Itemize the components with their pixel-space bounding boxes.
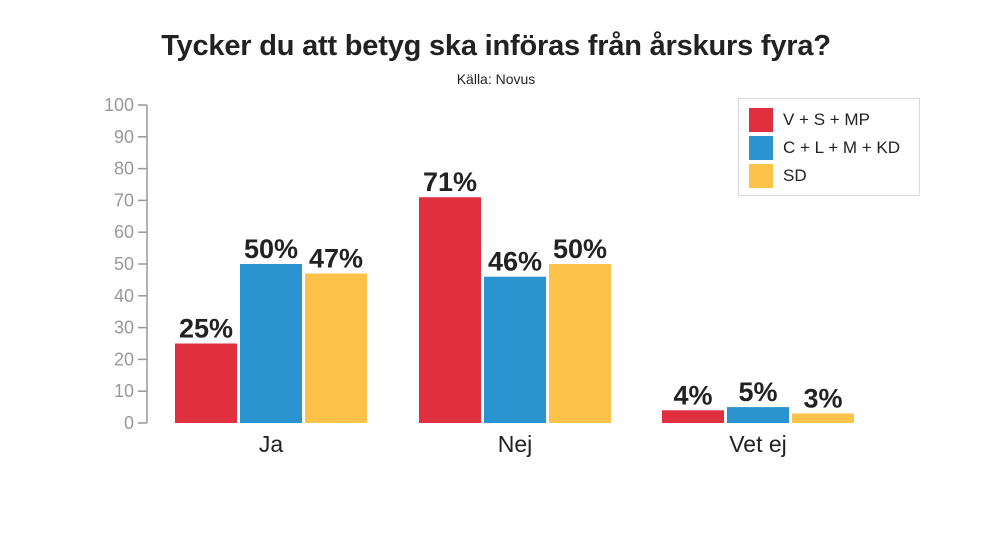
bar: [662, 410, 724, 423]
data-label: 4%: [673, 380, 712, 410]
legend: V + S + MP C + L + M + KD SD: [738, 98, 920, 196]
legend-item-v-s-mp: V + S + MP: [749, 108, 870, 132]
data-labels-group: 25% 50% 47% 71% 46% 50% 4% 5% 3%: [179, 167, 843, 413]
y-tick-label: 70: [114, 190, 134, 210]
legend-label-v-s-mp: V + S + MP: [783, 110, 870, 129]
data-label: 25%: [179, 314, 233, 344]
data-label: 47%: [309, 244, 363, 274]
y-tick-label: 20: [114, 349, 134, 369]
x-tick-label: Vet ej: [729, 431, 787, 457]
legend-swatch-sd: [749, 164, 773, 188]
y-tick-label: 30: [114, 318, 134, 338]
data-label: 50%: [553, 234, 607, 264]
data-label: 46%: [488, 247, 542, 277]
chart-title: Tycker du att betyg ska införas från års…: [161, 30, 831, 62]
bar: [549, 264, 611, 423]
legend-label-c-l-m-kd: C + L + M + KD: [783, 138, 900, 157]
y-tick-label: 40: [114, 286, 134, 306]
bar: [419, 197, 481, 423]
data-label: 50%: [244, 234, 298, 264]
chart-subtitle: Källa: Novus: [456, 71, 536, 87]
y-tick-label: 0: [124, 413, 134, 433]
y-tick-label: 50: [114, 254, 134, 274]
legend-swatch-v-s-mp: [749, 108, 773, 132]
data-label: 71%: [423, 167, 477, 197]
bar: [305, 273, 367, 423]
y-tick-label: 80: [114, 159, 134, 179]
y-tick-label: 90: [114, 127, 134, 147]
data-label: 5%: [738, 377, 777, 407]
bar: [175, 343, 237, 423]
x-tick-label: Ja: [259, 431, 284, 457]
legend-label-sd: SD: [783, 166, 807, 185]
legend-item-sd: SD: [749, 164, 807, 188]
legend-item-c-l-m-kd: C + L + M + KD: [749, 136, 900, 160]
data-label: 3%: [803, 383, 842, 413]
bar: [792, 413, 854, 423]
bars-group: [175, 197, 854, 423]
legend-swatch-c-l-m-kd: [749, 136, 773, 160]
y-tick-label: 60: [114, 222, 134, 242]
bar: [240, 264, 302, 423]
x-tick-label: Nej: [498, 431, 533, 457]
bar: [484, 276, 546, 423]
y-axis: 0 10 20 30 40 50 60 70 80 90 100: [104, 95, 148, 433]
y-tick-label: 10: [114, 381, 134, 401]
bar: [727, 407, 789, 423]
y-tick-label: 100: [104, 95, 134, 115]
x-axis-labels: Ja Nej Vet ej: [259, 431, 787, 457]
